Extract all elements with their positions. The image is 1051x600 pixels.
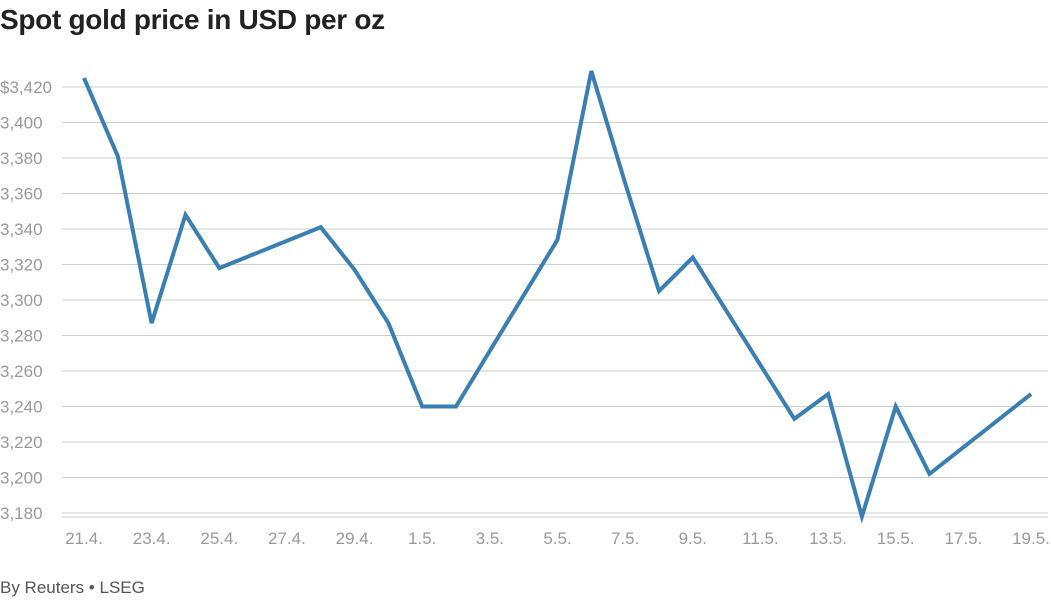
x-tick-label: 23.4. [133, 529, 171, 548]
x-tick-label: 5.5. [543, 529, 571, 548]
x-tick-label: 1.5. [408, 529, 436, 548]
y-tick-label: 3,280 [0, 327, 43, 346]
y-axis-ticks: 3,180 3,200 3,220 3,240 3,260 3,280 3,300 3,320… [0, 78, 52, 523]
y-tick-label: 3,220 [0, 433, 43, 452]
y-tick-label: 3,300 [0, 291, 43, 310]
y-tick-label: 3,240 [0, 398, 43, 417]
source-credit: By Reuters • LSEG [0, 578, 145, 597]
y-tick-label: 3,200 [0, 469, 43, 488]
x-tick-label: 17.5. [944, 529, 982, 548]
y-tick-label: 3,360 [0, 185, 43, 204]
x-tick-label: 21.4. [65, 529, 103, 548]
x-axis-ticks: 21.4. 23.4. 25.4. 27.4. 29.4. 1.5. 3.5. 5.5. 7.5… [65, 529, 1050, 548]
y-tick-label: $3,420 [0, 78, 52, 97]
x-tick-label: 7.5. [611, 529, 639, 548]
x-tick-label: 3.5. [476, 529, 504, 548]
series-line [82, 70, 1033, 524]
x-tick-label: 19.5. [1012, 529, 1050, 548]
x-tick-label: 29.4. [336, 529, 374, 548]
x-tick-label: 27.4. [268, 529, 306, 548]
x-tick-label: 25.4. [200, 529, 238, 548]
y-tick-label: 3,180 [0, 504, 43, 523]
y-tick-label: 3,340 [0, 220, 43, 239]
x-tick-label: 13.5. [809, 529, 847, 548]
chart-title: Spot gold price in USD per oz [0, 4, 385, 35]
x-tick-label: 11.5. [742, 529, 779, 548]
y-tick-label: 3,380 [0, 149, 43, 168]
x-tick-label: 15.5. [877, 529, 915, 548]
y-tick-label: 3,400 [0, 114, 43, 133]
grid-lines [62, 86, 1048, 518]
series-group [82, 70, 1033, 524]
y-tick-label: 3,260 [0, 362, 43, 381]
x-tick-label: 9.5. [679, 529, 707, 548]
y-tick-label: 3,320 [0, 256, 43, 275]
